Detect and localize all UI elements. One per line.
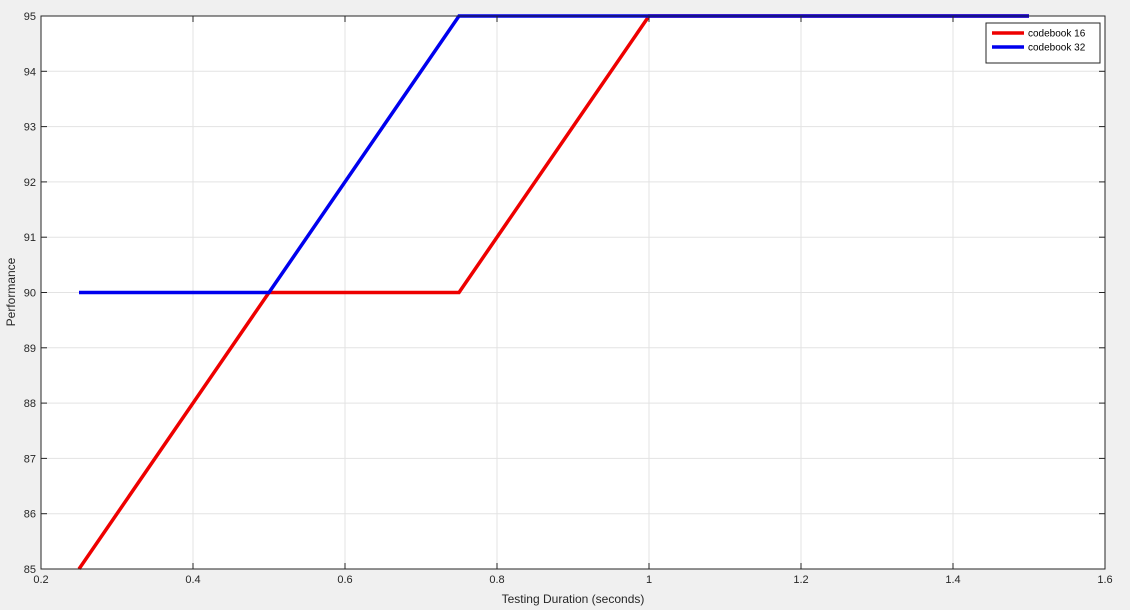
y-tick-label: 90	[24, 288, 36, 300]
axis-ticks: 0.2 0.4 0.6 0.8 1 1.2 1.4 1.6 85 86 87 88 89 90 91 92 93…	[24, 11, 1113, 586]
x-tick-label: 0.2	[33, 574, 48, 586]
x-tick-label: 0.4	[185, 574, 200, 586]
y-tick-label: 93	[24, 122, 36, 134]
y-tick-label: 89	[24, 343, 36, 355]
legend-entry-2: codebook 32	[1028, 43, 1086, 54]
legend-entry-1: codebook 16	[1028, 29, 1086, 40]
x-tick-label: 0.6	[337, 574, 352, 586]
x-tick-label: 1.2	[793, 574, 808, 586]
x-axis-label: Testing Duration (seconds)	[502, 592, 645, 606]
y-tick-label: 86	[24, 509, 36, 521]
x-tick-label: 0.8	[489, 574, 504, 586]
x-tick-label: 1.4	[945, 574, 960, 586]
y-tick-label: 85	[24, 564, 36, 576]
legend-box	[985, 22, 1101, 64]
legend: codebook 16 codebook 32	[985, 22, 1101, 64]
y-axis-label: Performance	[4, 257, 18, 326]
y-tick-label: 91	[24, 232, 36, 244]
y-tick-label: 87	[24, 453, 36, 465]
y-tick-label: 95	[24, 11, 36, 23]
x-tick-label: 1	[646, 574, 652, 586]
y-tick-label: 94	[24, 66, 36, 78]
y-tick-label: 92	[24, 177, 36, 189]
y-tick-label: 88	[24, 398, 36, 410]
x-tick-label: 1.6	[1097, 574, 1112, 586]
